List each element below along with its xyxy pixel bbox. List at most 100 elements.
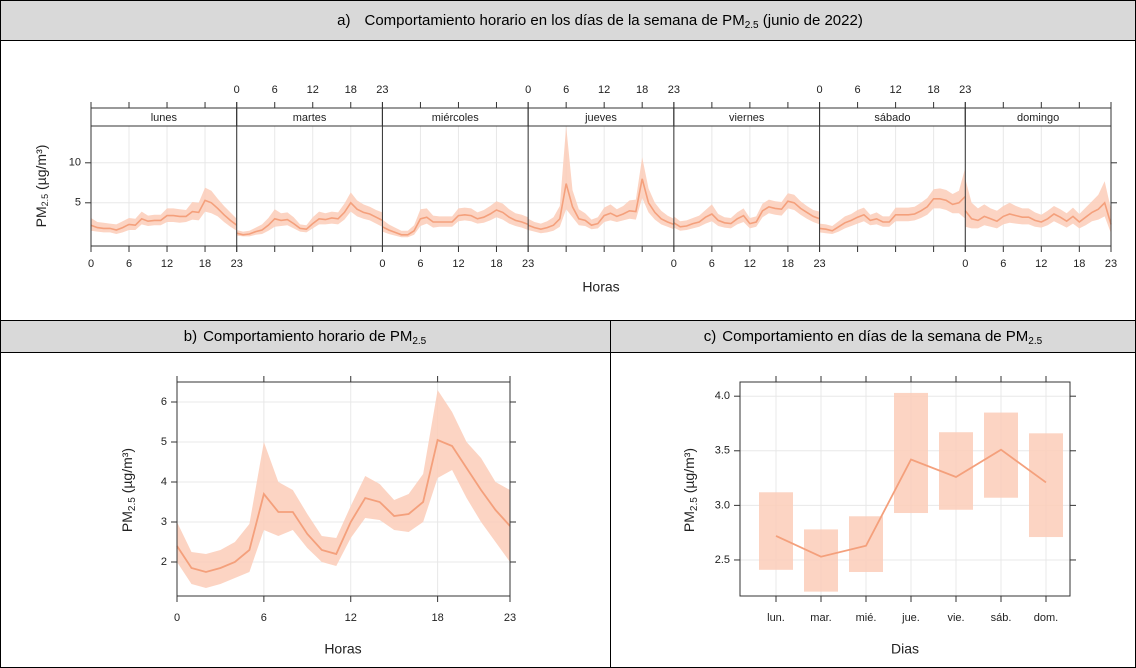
plot-frame xyxy=(176,381,511,597)
interval-box xyxy=(804,529,838,592)
confidence-band xyxy=(528,126,674,234)
interval-box xyxy=(759,492,793,570)
y-axis-label: PM2.5 (µg/m³) xyxy=(681,448,700,532)
x-tick-label: 12 xyxy=(744,258,756,270)
x-tick-label: 0 xyxy=(88,258,94,270)
y-tick-label: 5 xyxy=(161,436,167,448)
plot-frame xyxy=(739,381,1071,597)
x-tick-label: 12 xyxy=(161,258,173,270)
x-tick-label: 18 xyxy=(636,84,648,96)
line xyxy=(819,195,966,232)
x-tick-label: 18 xyxy=(782,258,794,270)
confidence-band xyxy=(819,167,966,234)
x-tick-label: 23 xyxy=(376,84,388,96)
x-tick-label: 6 xyxy=(709,258,715,270)
x-tick-label: 12 xyxy=(598,84,610,96)
x-tick-label: sáb. xyxy=(991,612,1012,624)
strip-label: domingo xyxy=(1017,112,1059,124)
x-tick-label: 23 xyxy=(1105,258,1117,270)
x-tick-label: 23 xyxy=(668,84,680,96)
confidence-band xyxy=(965,178,1111,234)
y-tick-label: 2.5 xyxy=(715,554,730,566)
strip-label: jueves xyxy=(584,112,617,124)
panel-title: c) Comportamiento en días de la semana de… xyxy=(704,328,1043,347)
x-tick-label: 0 xyxy=(525,84,531,96)
y-axis-label: PM2.5 (µg/m³) xyxy=(119,448,138,532)
x-tick-label: 23 xyxy=(813,258,825,270)
x-tick-label: 18 xyxy=(345,84,357,96)
x-tick-label: 12 xyxy=(1035,258,1047,270)
x-tick-label: 12 xyxy=(889,84,901,96)
y-tick-label: 3 xyxy=(161,516,167,528)
y-tick-label: 2 xyxy=(161,556,167,568)
x-tick-label: 6 xyxy=(563,84,569,96)
y-tick-label: 3.5 xyxy=(715,445,730,457)
x-tick-label: 0 xyxy=(817,84,823,96)
x-tick-label: 6 xyxy=(417,258,423,270)
x-tick-label: jue. xyxy=(901,612,920,624)
x-tick-label: vie. xyxy=(947,612,964,624)
line xyxy=(382,209,529,236)
x-tick-label: 0 xyxy=(962,258,968,270)
panel-title: b) Comportamiento horario de PM2.5 xyxy=(184,328,427,347)
panel-title: a) Comportamiento horario en los días de … xyxy=(337,12,863,31)
x-tick-label: 6 xyxy=(1000,258,1006,270)
line xyxy=(176,438,511,573)
interval-box xyxy=(939,432,973,510)
x-tick-label: 0 xyxy=(234,84,240,96)
y-tick-label: 10 xyxy=(69,157,81,169)
x-tick-label: lun. xyxy=(767,612,785,624)
confidence-band xyxy=(236,192,383,237)
y-tick-label: 6 xyxy=(161,396,167,408)
x-tick-label: 18 xyxy=(1073,258,1085,270)
line xyxy=(236,201,383,236)
line xyxy=(964,201,1112,225)
strip-label: viernes xyxy=(729,112,765,124)
x-tick-label: 0 xyxy=(379,258,385,270)
confidence-band xyxy=(177,390,510,588)
header-band xyxy=(0,320,1136,352)
x-tick-label: 18 xyxy=(431,612,443,624)
x-tick-label: dom. xyxy=(1034,612,1058,624)
x-tick-label: mié. xyxy=(856,612,877,624)
y-tick-label: 4 xyxy=(161,476,167,488)
x-tick-label: 6 xyxy=(126,258,132,270)
x-tick-label: 6 xyxy=(272,84,278,96)
x-tick-label: 23 xyxy=(231,258,243,270)
interval-box xyxy=(894,392,928,514)
plot-frame xyxy=(90,107,1112,247)
x-tick-label: 6 xyxy=(855,84,861,96)
strip-label: lunes xyxy=(151,112,178,124)
x-tick-label: mar. xyxy=(810,612,831,624)
confidence-band xyxy=(673,193,820,231)
x-tick-label: 12 xyxy=(307,84,319,96)
x-tick-label: 6 xyxy=(261,612,267,624)
strip-label: martes xyxy=(293,112,327,124)
x-tick-label: 0 xyxy=(671,258,677,270)
line xyxy=(775,448,1047,558)
interval-box xyxy=(1029,433,1063,538)
interval-box xyxy=(984,412,1018,498)
x-tick-label: 18 xyxy=(490,258,502,270)
x-axis-label: Horas xyxy=(324,641,361,657)
x-tick-label: 23 xyxy=(504,612,516,624)
x-tick-label: 12 xyxy=(345,612,357,624)
line xyxy=(527,178,675,231)
x-tick-label: 12 xyxy=(452,258,464,270)
y-axis-label: PM2.5 (µg/m³) xyxy=(33,145,51,228)
y-tick-label: 5 xyxy=(75,197,81,209)
strip-label: sábado xyxy=(874,112,910,124)
x-tick-label: 23 xyxy=(959,84,971,96)
line xyxy=(673,200,820,228)
x-tick-label: 23 xyxy=(522,258,534,270)
y-tick-label: 4.0 xyxy=(715,390,730,402)
x-tick-label: 0 xyxy=(174,612,180,624)
y-tick-label: 3.0 xyxy=(715,499,730,511)
x-tick-label: 18 xyxy=(927,84,939,96)
header-band xyxy=(0,0,1136,40)
x-tick-label: 18 xyxy=(199,258,211,270)
x-axis-label: Dias xyxy=(891,641,919,657)
strip-label: miércoles xyxy=(432,112,480,124)
line xyxy=(90,199,238,231)
